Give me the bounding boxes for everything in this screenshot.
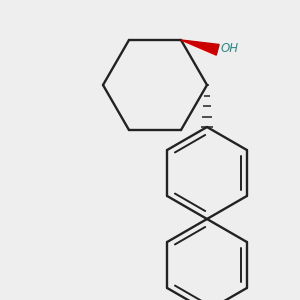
Polygon shape bbox=[181, 40, 219, 55]
Text: OH: OH bbox=[221, 42, 239, 55]
